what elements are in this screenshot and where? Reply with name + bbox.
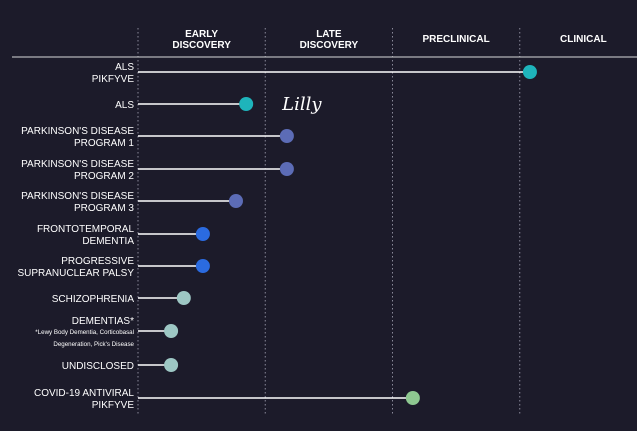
stage-header-3-line1: CLINICAL	[560, 34, 607, 45]
program-label-line2: PROGRAM 2	[74, 171, 134, 182]
progress-marker	[279, 129, 294, 143]
program-row: ALS Lilly	[115, 94, 322, 115]
stage-header-1-line2: DISCOVERY	[300, 40, 359, 51]
program-label-line1: PARKINSON'S DISEASE	[21, 191, 134, 202]
stage-header-0-line1: EARLY	[185, 29, 218, 40]
program-row: SCHIZOPHRENIA	[52, 291, 191, 305]
program-label-line2: SUPRANUCLEAR PALSY	[17, 268, 134, 279]
program-note-line1: *Lewy Body Dementia, Corticobasal	[35, 329, 134, 336]
program-label-line2: PIKFYVE	[92, 74, 135, 85]
progress-marker	[239, 97, 254, 111]
progress-marker	[522, 65, 537, 79]
program-label-line1: PARKINSON'S DISEASE	[21, 159, 134, 170]
progress-marker	[164, 358, 179, 372]
progress-marker	[164, 324, 179, 338]
stage-header-1-line1: LATE	[316, 29, 342, 40]
stage-header-2-line1: PRECLINICAL	[423, 34, 490, 45]
program-label-line2: PROGRAM 1	[74, 138, 134, 149]
program-label-line1: COVID-19 ANTIVIRAL	[34, 388, 134, 399]
program-label-line1: FRONTOTEMPORAL	[37, 224, 134, 235]
program-label-line2: PROGRAM 3	[74, 203, 134, 214]
stage-dividers	[137, 28, 521, 414]
program-row: DEMENTIAS* *Lewy Body Dementia, Corticoba…	[35, 316, 179, 348]
progress-marker	[405, 391, 420, 405]
stage-header-0-line2: DISCOVERY	[172, 40, 231, 51]
progress-marker	[228, 194, 243, 208]
program-label-line1: PARKINSON'S DISEASE	[21, 126, 134, 137]
program-label-line2: PIKFYVE	[92, 400, 135, 411]
progress-marker	[195, 227, 210, 241]
program-row: UNDISCLOSED	[62, 358, 179, 372]
program-label-line1: ALS	[115, 100, 134, 111]
program-label-line1: PROGRESSIVE	[61, 256, 134, 267]
program-note-line2: Degeneration, Pick's Disease	[53, 341, 134, 348]
program-label-line1: SCHIZOPHRENIA	[52, 294, 135, 305]
program-label-line1: DEMENTIAS*	[72, 316, 134, 327]
progress-marker	[176, 291, 191, 305]
program-label-line2: DEMENTIA	[82, 236, 134, 247]
partner-logo: Lilly	[281, 94, 322, 115]
program-label-line1: ALS	[115, 62, 134, 73]
progress-marker	[279, 162, 294, 176]
program-label-line1: UNDISCLOSED	[62, 361, 134, 372]
progress-marker	[195, 259, 210, 273]
